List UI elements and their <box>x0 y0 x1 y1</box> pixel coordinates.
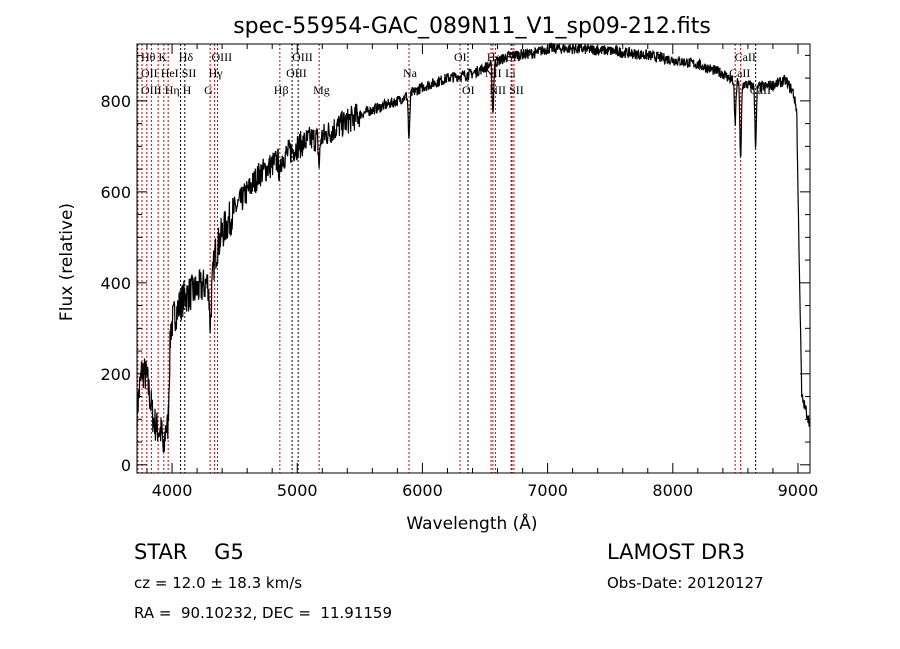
y-tick-label: 200 <box>100 365 131 384</box>
spectral-line-label: OIII <box>286 66 307 80</box>
spectral-line-label: SII <box>506 50 521 64</box>
x-tick-label: 5000 <box>277 481 318 500</box>
spectral-line-label: G <box>204 83 213 97</box>
spectral-line-label: OI <box>462 83 475 97</box>
spectral-line-label: OII <box>141 66 158 80</box>
object-class: STAR G5 <box>134 540 244 564</box>
spectral-line-label: K <box>158 50 167 64</box>
chart-title: spec-55954-GAC_089N11_V1_sp09-212.fits <box>233 14 711 39</box>
spectral-line-label: NII <box>485 66 502 80</box>
spectral-line-label: Li <box>505 66 516 80</box>
spectral-line-label: Hα <box>487 50 503 64</box>
spectral-line-label: OIII <box>212 50 233 64</box>
spectral-line-label: CaII <box>750 83 771 97</box>
spectral-line-label: CaII <box>729 66 750 80</box>
survey-name: LAMOST DR3 <box>607 540 746 564</box>
spectral-line-label: Hθ <box>141 50 156 64</box>
y-tick-label: 400 <box>100 274 131 293</box>
x-axis-label: Wavelength (Å) <box>406 512 537 534</box>
x-tick-label: 7000 <box>527 481 568 500</box>
spectral-line-label: SII <box>509 83 524 97</box>
spectral-line-label: Mg <box>313 83 330 97</box>
spectral-line-label: H <box>183 83 192 97</box>
spectral-line-label: SII <box>182 66 197 80</box>
spectral-line-label: OIII <box>141 83 162 97</box>
spectral-line-label: OI <box>454 50 467 64</box>
spectrum-flux-line <box>136 42 810 453</box>
spectral-line-label: OIII <box>292 50 313 64</box>
spectral-line-label: HeI <box>161 66 179 80</box>
x-tick-label: 9000 <box>778 481 819 500</box>
x-tick-label: 8000 <box>652 481 693 500</box>
obs-date: Obs-Date: 20120127 <box>607 574 764 592</box>
redshift-cz: cz = 12.0 ± 18.3 km/s <box>134 574 303 592</box>
spectral-line-label: Hδ <box>179 50 194 64</box>
spectral-line-label: Hη <box>165 83 180 97</box>
spectral-line-label: NII <box>489 83 506 97</box>
plot-frame <box>136 43 811 474</box>
spectral-line-label: Na <box>403 66 418 80</box>
spectral-line-label: Hγ <box>209 66 224 80</box>
y-tick-label: 600 <box>100 183 131 202</box>
y-tick-label: 800 <box>100 92 131 111</box>
x-tick-label: 6000 <box>402 481 443 500</box>
y-axis-label: Flux (relative) <box>57 203 77 321</box>
spectral-line-label: Hβ <box>274 83 289 97</box>
x-tick-label: 4000 <box>152 481 193 500</box>
ra-dec: RA = 90.10232, DEC = 11.91159 <box>134 604 393 622</box>
spectral-line-label: CaII <box>735 50 756 64</box>
y-tick-label: 0 <box>121 456 131 475</box>
